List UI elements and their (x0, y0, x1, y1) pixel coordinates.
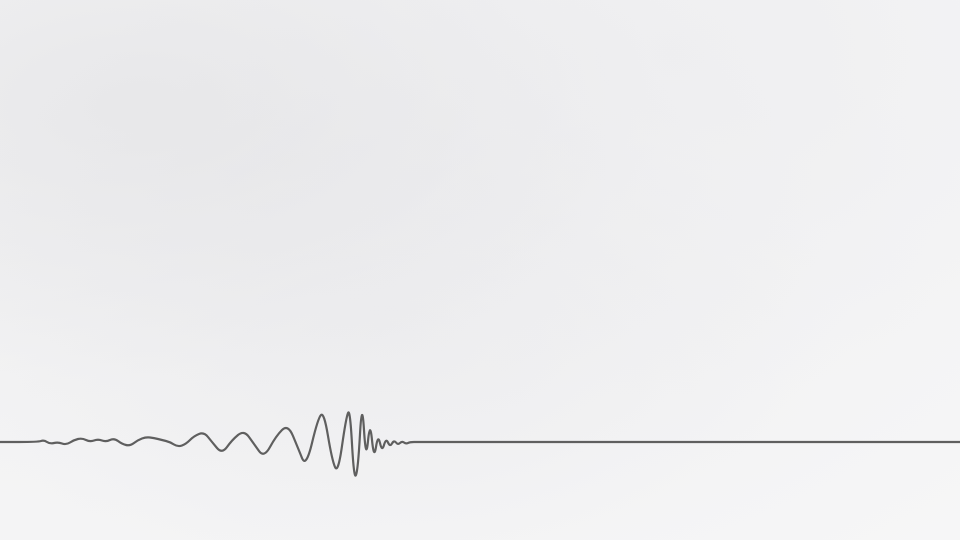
waveform-line (0, 411, 960, 477)
